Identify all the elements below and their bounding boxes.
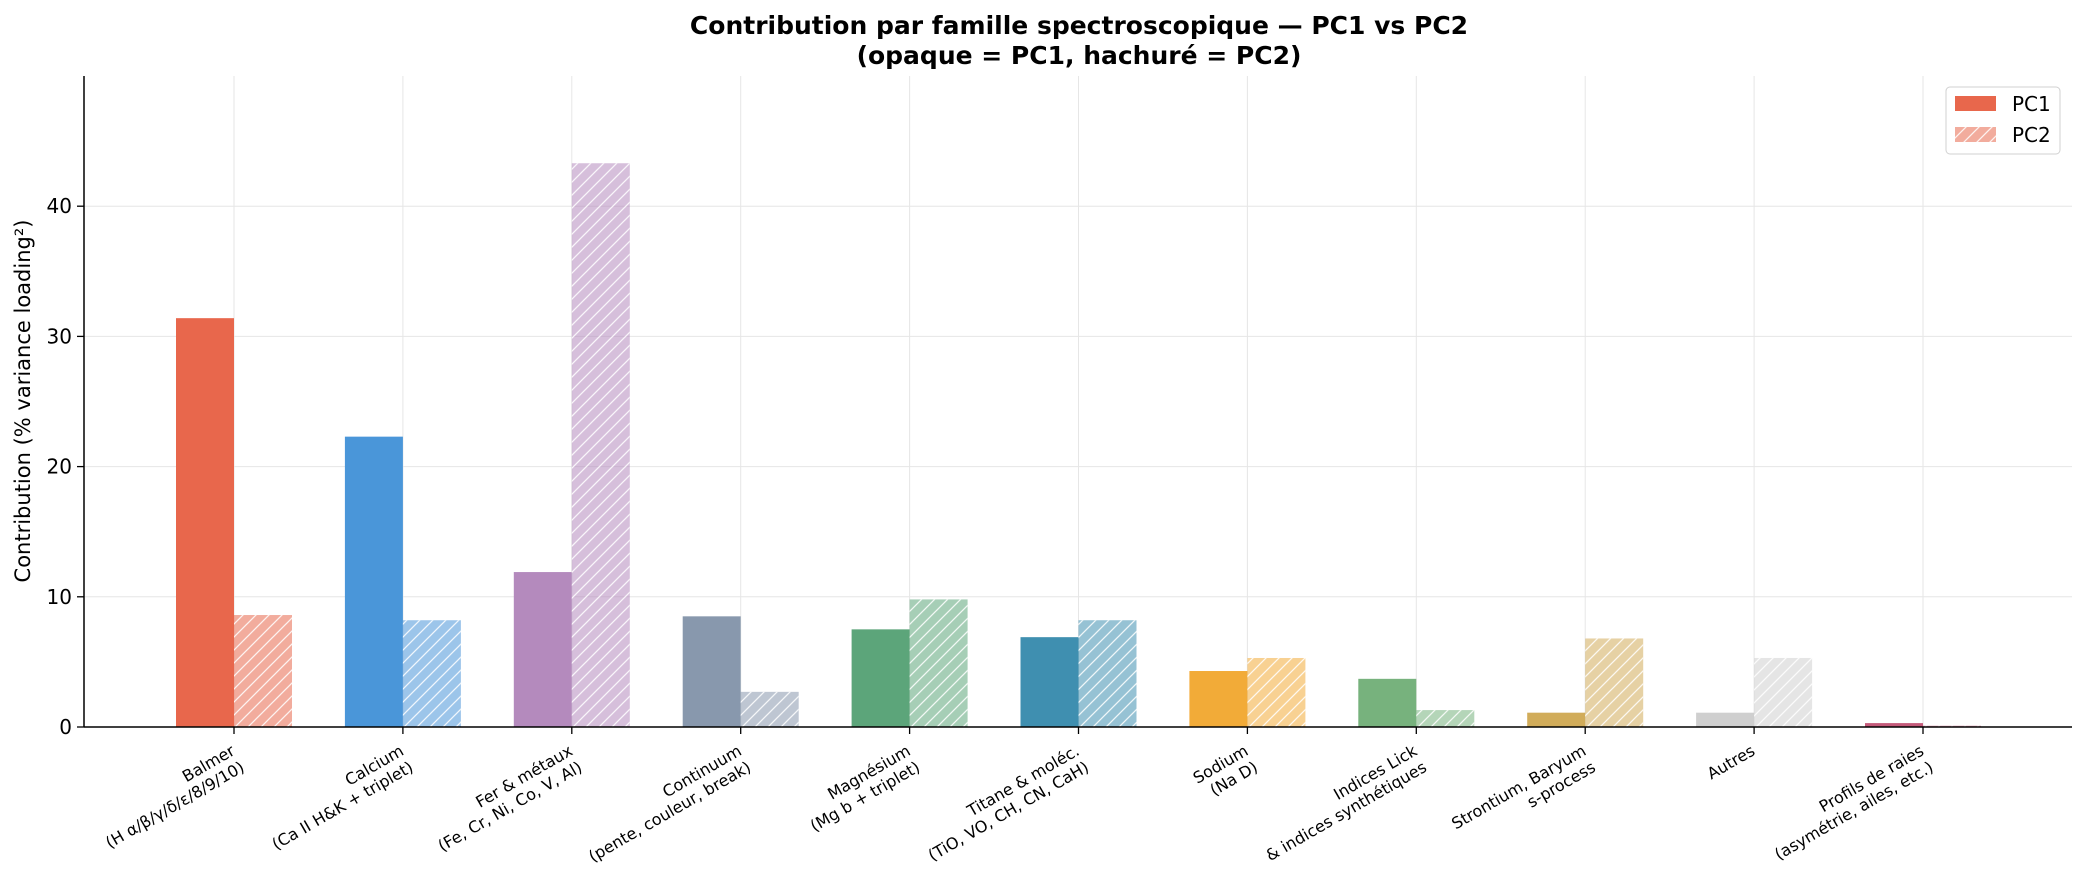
x-tick-label: Indices Lick& indices synthétiques xyxy=(1262,741,1429,865)
x-tick-label-line: (Fe, Cr, Ni, Co, V, Al) xyxy=(435,757,586,855)
bar-pc2-hatch xyxy=(1754,657,1813,727)
legend-label-pc1: PC1 xyxy=(2012,92,2051,116)
legend-swatch-pc1 xyxy=(1955,96,1996,111)
y-tick-label: 30 xyxy=(47,324,72,348)
x-tick-label: Sodium(Na D) xyxy=(1190,741,1261,800)
x-tick-label-line: (asymétrie, ailes, etc.) xyxy=(1771,757,1936,863)
bar-pc2-hatch xyxy=(1416,710,1475,727)
bars xyxy=(176,163,1981,727)
bar-pc1 xyxy=(1527,712,1586,727)
bar-pc1 xyxy=(1020,637,1079,727)
x-tick-label-line: & indices synthétiques xyxy=(1262,757,1429,865)
x-tick-label: Magnésium(Mg b + triplet) xyxy=(807,741,923,836)
x-ticks: Balmer(H α/β/γ/δ/ε/8/9/10) Calcium(Ca II … xyxy=(102,727,1937,866)
bar-pc1 xyxy=(682,616,741,727)
legend: PC1 PC2 xyxy=(1945,86,2061,155)
y-tick-label: 10 xyxy=(47,585,72,609)
x-tick-label-line: (H α/β/γ/δ/ε/8/9/10) xyxy=(102,757,247,852)
bar-pc1 xyxy=(176,318,234,727)
bar-pc2-hatch xyxy=(1078,620,1137,727)
chart-subtitle: (opaque = PC1, hachuré = PC2) xyxy=(857,41,1302,70)
bar-pc1 xyxy=(1189,671,1248,727)
x-tick-label: Calcium(Ca II H&K + triplet) xyxy=(269,741,417,854)
bar-pc2-hatch xyxy=(571,163,630,727)
bar-pc1 xyxy=(344,436,403,727)
x-tick-label-line: (pente, couleur, break) xyxy=(585,757,754,866)
grid xyxy=(84,76,2072,727)
bar-pc2-hatch xyxy=(402,620,461,727)
x-tick-label: Titane & moléc.(TiO, VO, CH, CN, CaH) xyxy=(925,741,1092,865)
bar-pc2-hatch xyxy=(740,691,799,727)
legend-label-pc2: PC2 xyxy=(2012,123,2051,147)
y-axis-label: Contribution (% variance loading²) xyxy=(11,220,35,583)
bar-pc1 xyxy=(513,572,572,727)
bar-pc1 xyxy=(851,629,910,727)
bar-pc1 xyxy=(1865,723,1923,727)
legend-swatch-pc2-hatch xyxy=(1955,127,1996,142)
x-tick-label: Autres xyxy=(1704,741,1758,783)
x-tick-label-line: (TiO, VO, CH, CN, CaH) xyxy=(925,757,1092,865)
x-tick-label-line: Autres xyxy=(1704,741,1758,783)
x-tick-label: Fer & métaux(Fe, Cr, Ni, Co, V, Al) xyxy=(435,741,586,855)
bar-pc2-hatch xyxy=(234,615,292,727)
bar-pc1 xyxy=(1358,678,1417,727)
bar-pc2-hatch xyxy=(1247,657,1306,727)
x-tick-label: Continuum(pente, couleur, break) xyxy=(585,741,754,866)
y-tick-label: 20 xyxy=(47,455,72,479)
y-ticks: 0 10 20 30 40 xyxy=(47,194,84,739)
y-tick-label: 0 xyxy=(59,715,72,739)
bar-pc2-hatch xyxy=(1585,638,1644,727)
y-tick-label: 40 xyxy=(47,194,72,218)
bar-pc1 xyxy=(1696,712,1755,727)
chart-title: Contribution par famille spectroscopique… xyxy=(690,11,1468,40)
bar-pc2-hatch xyxy=(909,599,968,727)
x-tick-label: Balmer(H α/β/γ/δ/ε/8/9/10) xyxy=(102,741,247,852)
x-tick-label: Profils de raies(asymétrie, ailes, etc.) xyxy=(1771,741,1936,864)
